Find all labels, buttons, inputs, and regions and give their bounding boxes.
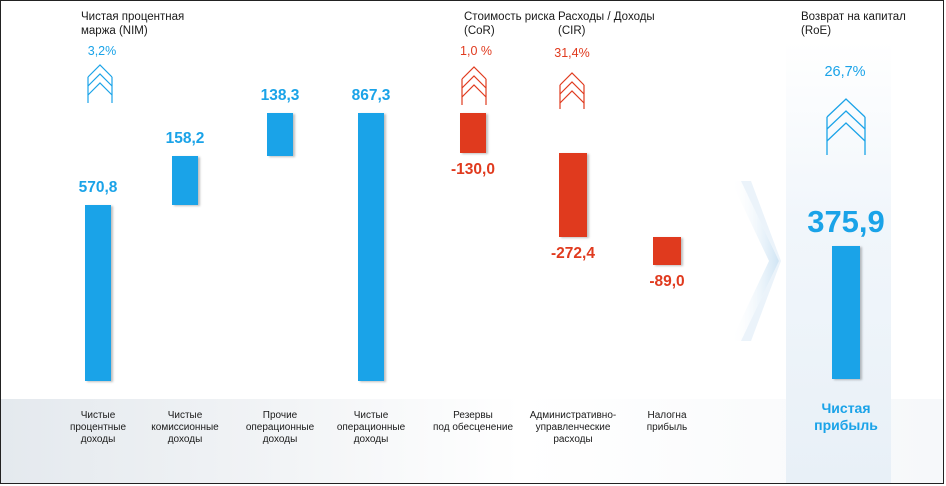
bar-value-label-4: 867,3 <box>351 87 391 104</box>
bar-6 <box>559 153 587 238</box>
category-label-6: Административно- управленческие расходы <box>529 410 617 445</box>
cor-value: 1,0 % <box>460 44 492 58</box>
bar-value-label-6: -272,4 <box>551 245 595 263</box>
roe-value: 26,7% <box>824 64 866 80</box>
chevron-right-icon <box>731 181 781 341</box>
nim-up-arrows-icon <box>87 64 113 103</box>
category-label-3: Прочие операционные доходы <box>245 410 315 445</box>
bar-value-label-1: 570,8 <box>78 178 118 196</box>
cir-header: Расходы / Доходы (CIR) <box>558 11 655 37</box>
bar-7 <box>653 237 681 265</box>
category-label-7: Налогна прибыль <box>646 410 688 433</box>
roe-header: Возврат на капитал (RoE) <box>801 11 906 37</box>
bar-value-label-3: 138,3 <box>260 87 300 104</box>
category-label-8: Чистая прибыль <box>814 400 878 433</box>
net-profit-value: 375,9 <box>807 204 885 239</box>
bar-2 <box>172 155 198 205</box>
nim-header: Чистая процентная маржа (NIM) <box>81 11 185 37</box>
bar-4 <box>358 113 384 381</box>
roe-up-arrows-icon <box>826 98 866 155</box>
cir-value: 31,4% <box>554 46 590 60</box>
bar-1 <box>85 204 111 381</box>
nim-value: 3,2% <box>87 44 117 58</box>
category-label-5: Резервы под обесценение <box>432 410 514 433</box>
bar-value-label-2: 158,2 <box>165 129 205 147</box>
category-label-1: Чистые процентные доходы <box>69 410 127 445</box>
category-label-2: Чистые комиссионные доходы <box>151 410 219 445</box>
cor-up-arrows-icon <box>461 66 487 105</box>
bar-5 <box>460 113 486 154</box>
bar-value-label-7: -89,0 <box>649 272 685 290</box>
bar-value-label-5: -130,0 <box>451 161 495 179</box>
category-label-4: Чистые операционные доходы <box>336 410 406 445</box>
cor-header: Стоимость риска (CoR) <box>464 11 556 37</box>
cir-down-arrows-icon <box>559 72 585 109</box>
bar-3 <box>267 113 293 156</box>
bar-8 <box>832 246 860 379</box>
